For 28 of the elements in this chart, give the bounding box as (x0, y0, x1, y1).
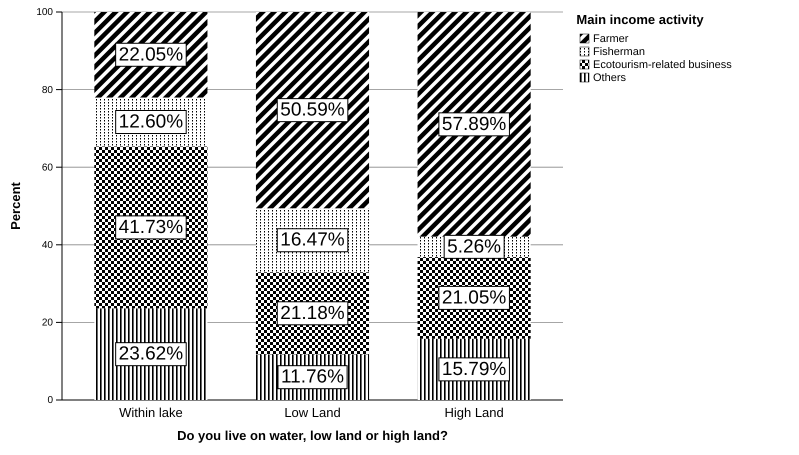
legend-title: Main income activity (576, 12, 704, 27)
data-label: 12.60% (118, 112, 184, 132)
legend-label: Others (593, 72, 627, 84)
data-label: 23.62% (118, 344, 184, 365)
y-tick-label: 0 (47, 395, 54, 406)
data-label: 21.18% (280, 302, 345, 324)
x-tick-label: High Land (444, 405, 504, 420)
y-tick-label: 80 (42, 84, 54, 96)
data-label: 11.76% (280, 366, 344, 388)
x-axis-title: Do you live on water, low land or high land? (177, 428, 448, 443)
data-label: 5.26% (447, 236, 502, 258)
data-label: 50.59% (280, 100, 345, 121)
data-label: 15.79% (442, 358, 506, 380)
legend-label: Ecotourism-related business (593, 59, 732, 71)
data-label: 21.05% (442, 287, 506, 308)
data-label: 57.89% (442, 114, 506, 135)
legend-label: Fisherman (593, 46, 645, 58)
y-tick-label: 20 (42, 318, 54, 329)
y-tick-label: 60 (42, 162, 54, 174)
x-tick-label: Low Land (284, 405, 341, 420)
data-label: 22.05% (118, 44, 184, 66)
data-label: 41.73% (118, 216, 184, 238)
y-tick-label: 40 (42, 240, 54, 251)
x-tick-label: Within lake (119, 405, 183, 420)
data-label: 16.47% (280, 230, 345, 251)
y-axis-title: Percent (8, 181, 23, 230)
legend-label: Farmer (593, 33, 629, 45)
y-tick-label: 100 (36, 7, 54, 18)
